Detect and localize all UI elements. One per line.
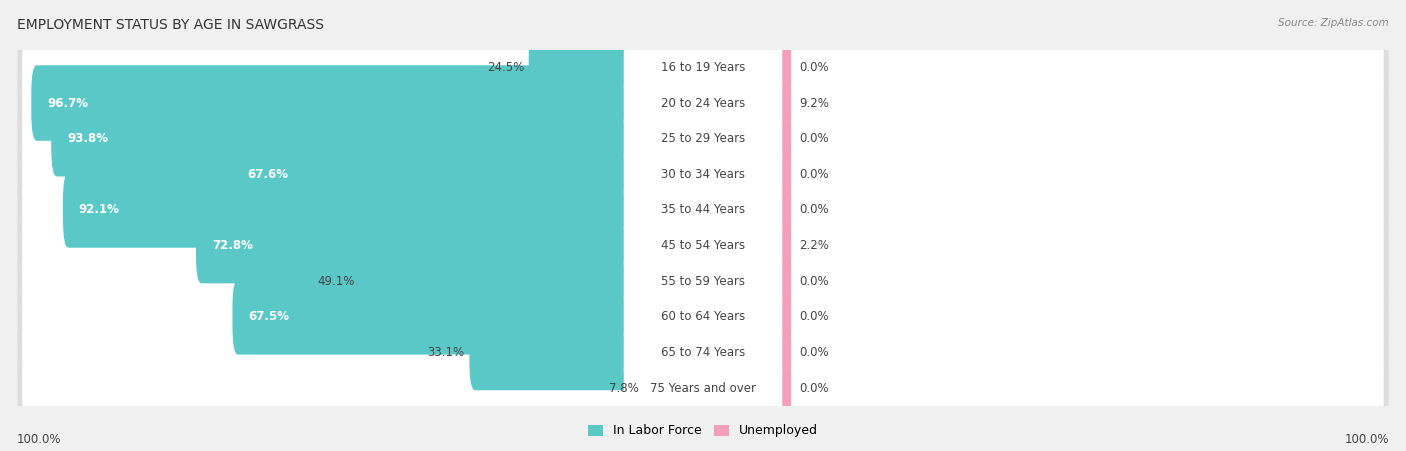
FancyBboxPatch shape [624, 106, 782, 171]
Text: 9.2%: 9.2% [800, 97, 830, 110]
FancyBboxPatch shape [22, 329, 1384, 376]
FancyBboxPatch shape [51, 101, 709, 176]
Text: 35 to 44 Years: 35 to 44 Years [661, 203, 745, 216]
FancyBboxPatch shape [22, 186, 1384, 234]
Text: 0.0%: 0.0% [800, 310, 830, 323]
FancyBboxPatch shape [624, 320, 782, 385]
Text: 92.1%: 92.1% [79, 203, 120, 216]
FancyBboxPatch shape [624, 213, 782, 278]
FancyBboxPatch shape [624, 142, 782, 207]
Text: 2.2%: 2.2% [800, 239, 830, 252]
Text: 25 to 29 Years: 25 to 29 Years [661, 132, 745, 145]
FancyBboxPatch shape [470, 315, 709, 390]
FancyBboxPatch shape [624, 356, 782, 420]
FancyBboxPatch shape [22, 222, 1384, 269]
Text: 33.1%: 33.1% [427, 346, 464, 359]
FancyBboxPatch shape [232, 279, 709, 354]
Text: EMPLOYMENT STATUS BY AGE IN SAWGRASS: EMPLOYMENT STATUS BY AGE IN SAWGRASS [17, 18, 323, 32]
Text: 65 to 74 Years: 65 to 74 Years [661, 346, 745, 359]
FancyBboxPatch shape [17, 142, 1389, 207]
FancyBboxPatch shape [17, 320, 1389, 385]
Text: 100.0%: 100.0% [1344, 433, 1389, 446]
FancyBboxPatch shape [22, 79, 1384, 127]
FancyBboxPatch shape [697, 137, 792, 212]
Text: 100.0%: 100.0% [17, 433, 62, 446]
Text: 0.0%: 0.0% [800, 275, 830, 288]
Text: 0.0%: 0.0% [800, 61, 830, 74]
FancyBboxPatch shape [22, 115, 1384, 162]
FancyBboxPatch shape [697, 65, 792, 141]
Legend: In Labor Force, Unemployed: In Labor Force, Unemployed [583, 419, 823, 442]
FancyBboxPatch shape [17, 213, 1389, 278]
FancyBboxPatch shape [17, 285, 1389, 349]
FancyBboxPatch shape [644, 350, 709, 426]
Text: 60 to 64 Years: 60 to 64 Years [661, 310, 745, 323]
FancyBboxPatch shape [63, 172, 709, 248]
Text: 0.0%: 0.0% [800, 132, 830, 145]
FancyBboxPatch shape [17, 106, 1389, 171]
Text: 45 to 54 Years: 45 to 54 Years [661, 239, 745, 252]
Text: 96.7%: 96.7% [48, 97, 89, 110]
Text: 30 to 34 Years: 30 to 34 Years [661, 168, 745, 181]
FancyBboxPatch shape [697, 208, 792, 283]
Text: 16 to 19 Years: 16 to 19 Years [661, 61, 745, 74]
FancyBboxPatch shape [17, 249, 1389, 313]
Text: 72.8%: 72.8% [212, 239, 253, 252]
FancyBboxPatch shape [697, 350, 792, 426]
FancyBboxPatch shape [697, 172, 792, 248]
Text: 7.8%: 7.8% [609, 382, 638, 395]
FancyBboxPatch shape [22, 151, 1384, 198]
Text: 75 Years and over: 75 Years and over [650, 382, 756, 395]
FancyBboxPatch shape [359, 244, 709, 319]
FancyBboxPatch shape [697, 315, 792, 390]
FancyBboxPatch shape [529, 30, 709, 105]
FancyBboxPatch shape [697, 30, 792, 105]
FancyBboxPatch shape [624, 71, 782, 135]
FancyBboxPatch shape [624, 35, 782, 100]
FancyBboxPatch shape [22, 364, 1384, 412]
Text: 93.8%: 93.8% [67, 132, 108, 145]
FancyBboxPatch shape [22, 293, 1384, 341]
Text: 24.5%: 24.5% [486, 61, 524, 74]
Text: 67.6%: 67.6% [247, 168, 288, 181]
Text: 0.0%: 0.0% [800, 382, 830, 395]
FancyBboxPatch shape [624, 178, 782, 242]
Text: 49.1%: 49.1% [316, 275, 354, 288]
FancyBboxPatch shape [17, 178, 1389, 242]
FancyBboxPatch shape [17, 35, 1389, 100]
FancyBboxPatch shape [697, 244, 792, 319]
Text: 55 to 59 Years: 55 to 59 Years [661, 275, 745, 288]
Text: 67.5%: 67.5% [249, 310, 290, 323]
FancyBboxPatch shape [31, 65, 709, 141]
Text: 0.0%: 0.0% [800, 203, 830, 216]
Text: 0.0%: 0.0% [800, 346, 830, 359]
FancyBboxPatch shape [195, 208, 709, 283]
FancyBboxPatch shape [624, 249, 782, 313]
FancyBboxPatch shape [232, 137, 709, 212]
FancyBboxPatch shape [624, 285, 782, 349]
FancyBboxPatch shape [697, 279, 792, 354]
FancyBboxPatch shape [17, 71, 1389, 135]
Text: 0.0%: 0.0% [800, 168, 830, 181]
FancyBboxPatch shape [17, 356, 1389, 420]
Text: Source: ZipAtlas.com: Source: ZipAtlas.com [1278, 18, 1389, 28]
Text: 20 to 24 Years: 20 to 24 Years [661, 97, 745, 110]
FancyBboxPatch shape [697, 101, 792, 176]
FancyBboxPatch shape [22, 44, 1384, 91]
FancyBboxPatch shape [22, 258, 1384, 305]
